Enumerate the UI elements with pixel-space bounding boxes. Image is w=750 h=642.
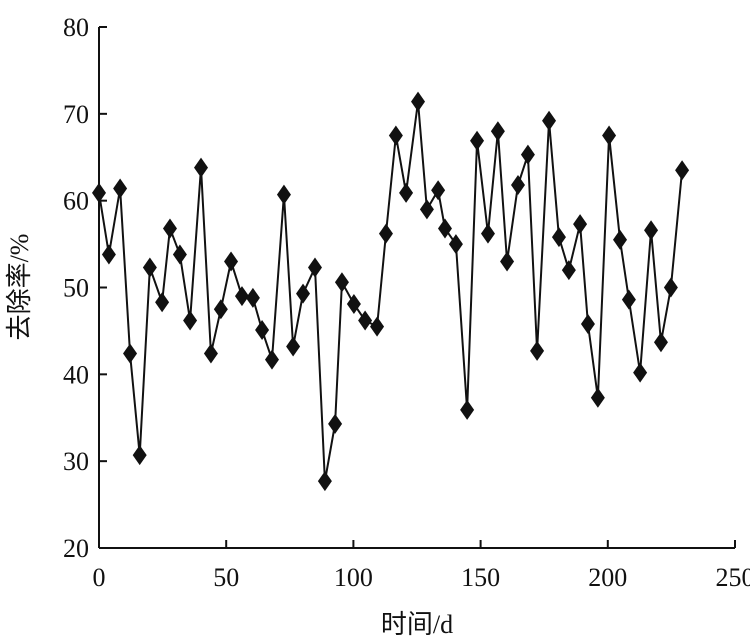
marker (580, 313, 595, 334)
y-tick-label: 70 (63, 100, 89, 129)
marker (224, 251, 239, 272)
marker (490, 121, 505, 142)
marker (113, 178, 128, 199)
marker (92, 182, 106, 203)
marker (123, 343, 138, 364)
marker (448, 234, 463, 255)
marker (296, 283, 311, 304)
x-tick-label: 150 (461, 563, 500, 592)
marker (317, 471, 332, 492)
marker (132, 445, 147, 466)
marker (234, 286, 249, 307)
marker (437, 218, 452, 239)
marker (155, 292, 170, 313)
marker (346, 293, 361, 314)
marker (653, 332, 668, 353)
marker (388, 125, 403, 146)
marker (328, 413, 343, 434)
marker (530, 340, 545, 361)
marker (520, 144, 535, 165)
marker (644, 220, 659, 241)
marker (500, 251, 515, 272)
marker (633, 362, 648, 383)
marker (334, 272, 349, 293)
marker (142, 257, 157, 278)
y-tick-label: 30 (63, 447, 89, 476)
marker (255, 320, 270, 341)
marker (561, 260, 576, 281)
marker (460, 399, 475, 420)
marker (245, 287, 260, 308)
marker (470, 130, 485, 151)
marker (264, 349, 279, 370)
marker (590, 387, 605, 408)
marker (172, 244, 187, 265)
y-tick-label: 40 (63, 360, 89, 389)
marker (613, 229, 628, 250)
marker (286, 336, 301, 357)
marker (307, 257, 322, 278)
marker (101, 244, 116, 265)
y-tick-label: 50 (63, 274, 89, 303)
series-line (98, 101, 684, 482)
marker (663, 277, 678, 298)
x-tick-label: 50 (213, 563, 239, 592)
x-tick-label: 250 (716, 563, 750, 592)
y-tick-label: 80 (63, 13, 89, 42)
marker (542, 110, 557, 131)
marker (358, 310, 373, 331)
marker (213, 299, 228, 320)
y-tick-label: 60 (63, 187, 89, 216)
marker (162, 218, 177, 239)
marker (411, 91, 426, 112)
marker (675, 160, 690, 181)
marker (551, 227, 566, 248)
marker (203, 343, 218, 364)
marker (194, 157, 209, 178)
marker (573, 214, 588, 235)
marker (419, 199, 434, 220)
marker (378, 223, 393, 244)
x-tick-label: 100 (334, 563, 373, 592)
marker (431, 180, 446, 201)
marker (602, 125, 617, 146)
marker (480, 223, 495, 244)
marker (510, 175, 525, 196)
marker (399, 182, 414, 203)
marker (370, 316, 385, 337)
y-tick-label: 20 (63, 534, 89, 563)
marker (183, 310, 198, 331)
x-tick-label: 0 (93, 563, 106, 592)
y-axis-label: 去除率/% (5, 234, 34, 341)
marker (276, 184, 291, 205)
x-axis-label: 时间/d (381, 610, 453, 639)
marker (621, 289, 636, 310)
x-tick-label: 200 (588, 563, 627, 592)
